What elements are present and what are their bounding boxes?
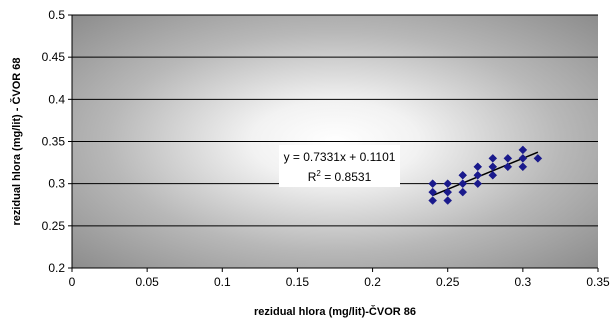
data-point	[473, 170, 483, 180]
x-tick-label: 0.1	[214, 275, 231, 289]
axes: 0.2 0.25 0.3 0.35 0.4 0.45 0.5 0 0.05 0.1 0.15 0.2 0…	[42, 8, 610, 289]
y-axis-title: rezidual hlora (mg/lit) - ČVOR 68	[10, 57, 23, 225]
data-point	[428, 196, 438, 205]
r-squared-superscript: 2	[316, 169, 321, 178]
y-tick-label: 0.4	[48, 92, 65, 106]
data-point	[488, 162, 498, 172]
data-point	[518, 145, 528, 155]
data-point	[458, 187, 468, 197]
data-point	[443, 196, 453, 205]
y-tick-label: 0.25	[42, 219, 66, 233]
r-squared-label: R2 = 0.8531	[308, 169, 372, 184]
x-tick-label: 0.3	[515, 275, 532, 289]
x-tick-label: 0.25	[436, 275, 460, 289]
data-point	[503, 154, 513, 163]
data-point	[488, 154, 498, 163]
y-tick-label: 0.2	[48, 261, 65, 275]
x-tick-label: 0	[69, 275, 76, 289]
annotation-box	[279, 145, 400, 187]
data-point	[473, 179, 483, 189]
trendline-equation: y = 0.7331x + 0.1101	[284, 150, 396, 164]
data-point	[518, 154, 528, 163]
data-points	[428, 145, 543, 205]
x-tick-label: 0.05	[135, 275, 159, 289]
data-point	[473, 162, 483, 172]
y-tick-label: 0.5	[48, 8, 65, 22]
data-point	[488, 170, 498, 180]
data-point	[428, 187, 438, 197]
data-point	[443, 187, 453, 197]
trendline-annotation: y = 0.7331x + 0.1101 R2 = 0.8531	[279, 145, 400, 187]
r-squared-value: = 0.8531	[321, 170, 372, 184]
r-squared-prefix: R	[308, 170, 317, 184]
data-point	[428, 179, 438, 189]
x-axis-title: rezidual hlora (mg/lit)-ČVOR 86	[254, 305, 416, 318]
x-tick-label: 0.2	[364, 275, 381, 289]
x-tick-label: 0.15	[286, 275, 310, 289]
data-point	[458, 179, 468, 189]
y-tick-label: 0.35	[42, 135, 66, 149]
data-point	[503, 162, 513, 172]
data-point	[518, 162, 528, 172]
x-tick-label: 0.35	[586, 275, 610, 289]
y-tick-label: 0.45	[42, 50, 66, 64]
data-point	[533, 154, 543, 163]
y-tick-label: 0.3	[48, 177, 65, 191]
data-point	[458, 170, 468, 180]
data-point	[443, 179, 453, 189]
